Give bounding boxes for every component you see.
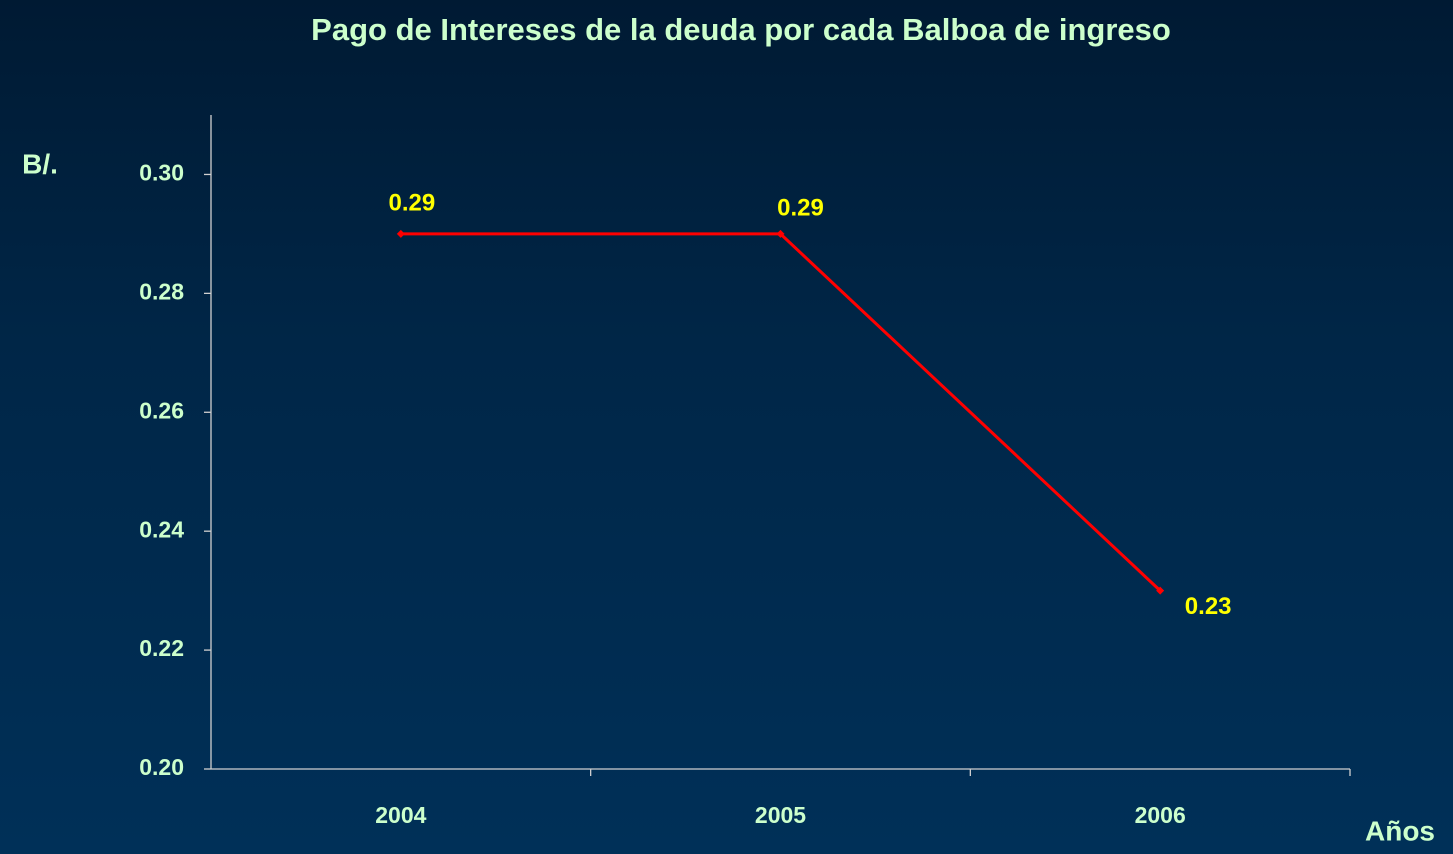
x-tick-label: 2006 <box>1135 802 1186 828</box>
y-tick-label: 0.22 <box>139 635 184 661</box>
y-tick-label: 0.28 <box>139 278 184 304</box>
y-axis-label: B/. <box>22 148 58 179</box>
data-label: 0.23 <box>1185 593 1232 620</box>
y-tick-label: 0.26 <box>139 397 184 423</box>
chart-title: Pago de Intereses de la deuda por cada B… <box>311 12 1171 47</box>
line <box>400 232 1162 592</box>
y-tick-label: 0.20 <box>139 754 184 780</box>
marker <box>396 229 405 238</box>
marker <box>776 229 785 238</box>
marker <box>1156 586 1165 595</box>
y-tick-label: 0.24 <box>139 516 184 542</box>
y-tick-label: 0.30 <box>139 160 184 186</box>
data-label: 0.29 <box>777 194 824 221</box>
data-label: 0.29 <box>388 189 435 216</box>
x-axis-label: Años <box>1365 815 1435 846</box>
x-tick-label: 2005 <box>755 802 806 828</box>
x-tick-label: 2004 <box>375 802 426 828</box>
